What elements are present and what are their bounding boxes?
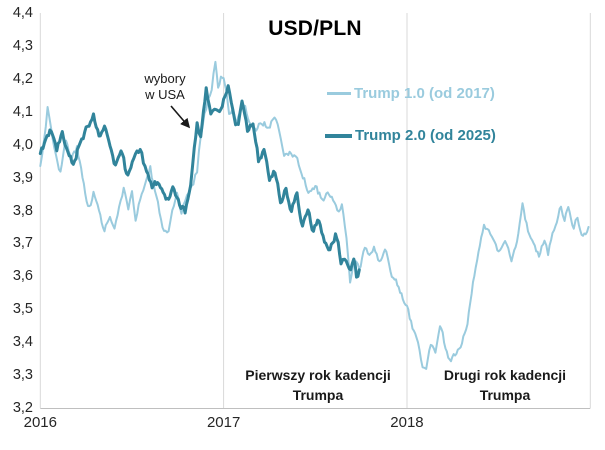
legend-label-trump-1: Trump 1.0 (od 2017)	[354, 85, 495, 102]
election-arrow-icon	[170, 105, 191, 129]
y-tick-label: 3,3	[12, 367, 33, 384]
annotation-us-election-line2: w USA	[145, 87, 185, 102]
y-tick-label: 3,4	[12, 334, 33, 351]
y-tick-label: 3,7	[12, 235, 33, 252]
y-tick-label: 4,4	[12, 5, 33, 21]
y-tick-label: 4,2	[12, 70, 33, 87]
legend-line-swatch-trump-2	[325, 133, 352, 138]
y-tick-label: 4,1	[12, 103, 33, 120]
annotation-first-term-line2: Trumpa	[292, 387, 344, 403]
annotation-us-election-line1: wybory	[144, 71, 186, 86]
trump-2-line	[38, 84, 361, 279]
annotation-second-term-line1: Drugi rok kadencji	[443, 367, 567, 383]
legend-line-swatch-trump-1	[327, 92, 351, 95]
trump-1-line	[39, 60, 590, 370]
legend-item-trump-1: Trump 1.0 (od 2017)	[327, 85, 495, 102]
y-tick-label: 4,0	[12, 136, 33, 153]
chart-title: USD/PLN	[268, 17, 362, 40]
legend-label-trump-2: Trump 2.0 (od 2025)	[355, 127, 496, 144]
annotation-second-term: Drugi rok kadencji Trumpa	[418, 365, 592, 405]
annotation-us-election: wybory w USA	[125, 71, 205, 103]
y-tick-label: 3,6	[12, 268, 33, 285]
legend-item-trump-2: Trump 2.0 (od 2025)	[325, 127, 496, 144]
y-tick-label: 3,2	[12, 400, 33, 416]
y-tick-label: 3,8	[12, 202, 33, 219]
y-tick-label: 3,9	[12, 169, 33, 186]
x-tick-label: 2017	[206, 414, 241, 431]
annotation-first-term: Pierwszy rok kadencji Trumpa	[231, 365, 405, 405]
x-tick-label: 2018	[390, 414, 424, 431]
y-tick-label: 3,5	[12, 301, 33, 318]
annotation-second-term-line2: Trumpa	[479, 387, 531, 403]
x-tick-label: 2016	[23, 414, 57, 431]
y-tick-label: 4,3	[12, 37, 33, 54]
annotation-first-term-line1: Pierwszy rok kadencji	[245, 367, 391, 383]
